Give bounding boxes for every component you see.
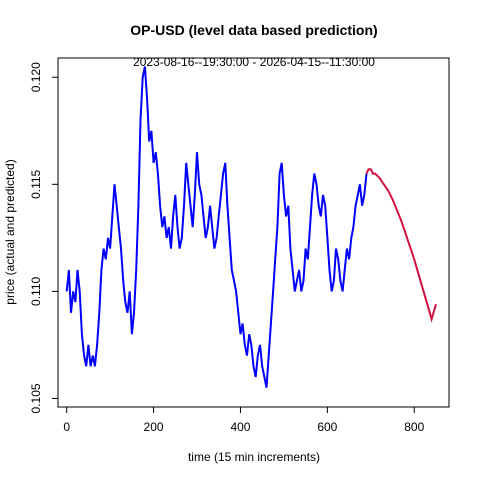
series-line-2 <box>365 168 437 323</box>
y-tick-label: 0.115 <box>29 169 43 198</box>
series-line-1 <box>65 66 368 388</box>
y-axis-label: price (actual and predicted) <box>3 159 17 304</box>
y-tick-label: 0.120 <box>29 62 43 92</box>
y-tick-label: 0.105 <box>29 383 43 413</box>
x-tick-label: 600 <box>317 420 337 434</box>
series-layer <box>65 66 437 388</box>
x-tick-label: 800 <box>404 420 424 434</box>
chart-title: OP-USD (level data based prediction) <box>130 22 377 38</box>
y-tick-label: 0.110 <box>29 276 43 305</box>
x-tick-label: 200 <box>144 420 164 434</box>
x-tick-label: 400 <box>230 420 250 434</box>
x-tick-label: 0 <box>63 420 70 434</box>
x-axis-label: time (15 min increments) <box>188 450 320 464</box>
y-axis: 0.105 0.110 0.115 0.120 <box>29 62 59 413</box>
x-axis: 0 200 400 600 800 <box>63 406 425 434</box>
chart-subtitle: 2023-08-16--19:30:00 - 2026-04-15--11:30… <box>133 55 375 69</box>
